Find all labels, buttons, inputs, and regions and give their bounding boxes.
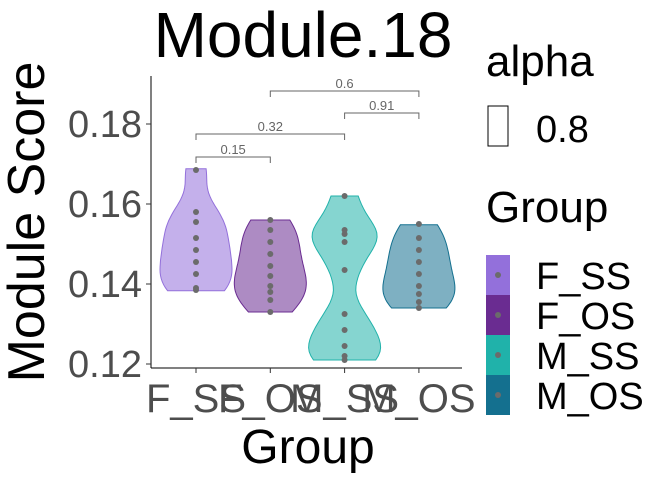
legend-key-point [495, 352, 501, 358]
y-tick-label: 0.18 [68, 104, 142, 146]
legend-alpha-key [487, 105, 509, 147]
p-value-label: 0.91 [369, 98, 394, 113]
data-points [193, 167, 422, 363]
data-point [341, 327, 348, 333]
data-point [193, 285, 199, 291]
data-point [267, 309, 274, 315]
data-point [267, 283, 274, 289]
data-point [341, 267, 348, 273]
violin-M_OS [382, 224, 456, 309]
data-point [415, 221, 422, 227]
data-point [193, 271, 199, 277]
legend-label-F_SS: F_SS [536, 256, 631, 298]
data-point [415, 247, 422, 253]
y-tick-label: 0.14 [68, 264, 142, 306]
legend-alpha-title: alpha [486, 37, 594, 86]
data-point [341, 193, 348, 199]
data-point [267, 239, 274, 245]
data-point [341, 343, 348, 349]
comparison-bracket [195, 156, 271, 163]
data-point [341, 311, 348, 317]
comparison-bracket [269, 90, 420, 97]
legend-key-point [495, 312, 501, 318]
violins [159, 168, 456, 361]
comparison-bracket [344, 112, 420, 119]
legend: alpha 0.8 Group F_SSF_OSM_SSM_OS [486, 37, 644, 418]
y-axis-label: Module Score [0, 62, 56, 383]
legend-label-M_SS: M_SS [536, 336, 639, 378]
data-point [267, 297, 274, 303]
chart-title: Module.18 [154, 0, 453, 71]
legend-key-point [495, 392, 501, 398]
data-point [415, 305, 422, 311]
x-tick-label: F_SS [146, 377, 246, 421]
violin-F_SS [159, 168, 233, 292]
comparison-brackets: 0.15 0.32 0.91 0.6 [195, 76, 420, 163]
data-point [341, 353, 348, 359]
data-point [341, 227, 348, 233]
data-point [193, 209, 199, 215]
y-tick-label: 0.12 [68, 344, 142, 386]
violin-M_SS [308, 195, 382, 361]
y-tick-label: 0.16 [68, 184, 142, 226]
legend-group-title: Group [486, 183, 608, 232]
axes: 0.12 0.14 0.16 0.18 F_SSF_OSM_SSM_OS [68, 76, 476, 421]
x-tick-label: M_OS [362, 377, 475, 421]
p-value-label: 0.6 [336, 76, 354, 91]
data-point [415, 259, 422, 265]
data-point [267, 289, 274, 295]
data-point [415, 235, 422, 241]
p-value-label: 0.15 [220, 142, 245, 157]
legend-key-point [495, 272, 501, 278]
data-point [415, 271, 422, 277]
x-tick-label: F_OS [218, 377, 322, 421]
data-point [341, 239, 348, 245]
data-point [193, 219, 199, 225]
data-point [267, 273, 274, 279]
data-point [267, 251, 274, 257]
data-point [267, 227, 274, 233]
data-point [193, 167, 199, 173]
comparison-bracket [195, 133, 346, 140]
legend-alpha-value: 0.8 [536, 109, 589, 151]
x-axis-label: Group [241, 421, 374, 474]
data-point [193, 235, 199, 241]
data-point [193, 259, 199, 265]
data-point [193, 247, 199, 253]
data-point [415, 291, 422, 297]
data-point [415, 283, 422, 289]
legend-label-F_OS: F_OS [536, 296, 635, 338]
data-point [267, 263, 274, 269]
p-value-label: 0.32 [258, 119, 283, 134]
x-tick-label: M_SS [290, 377, 399, 421]
data-point [267, 217, 274, 223]
data-point [415, 299, 422, 305]
legend-label-M_OS: M_OS [536, 376, 644, 418]
